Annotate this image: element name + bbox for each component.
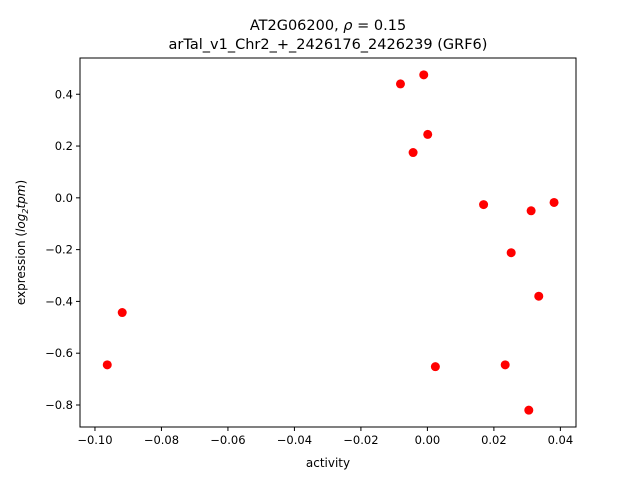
data-point [395, 79, 405, 89]
x-tick-label: −0.06 [210, 433, 245, 447]
y-tick-label: −0.2 [45, 243, 73, 257]
x-tick-label: −0.02 [343, 433, 378, 447]
y-tick-label: −0.6 [45, 346, 73, 360]
chart-title-line2: arTal_v1_Chr2_+_2426176_2426239 (GRF6) [169, 37, 488, 53]
x-axis-label: activity [306, 456, 350, 470]
x-axis: −0.10 −0.08 −0.06 −0.04 −0.02 0.00 0.02 0.04 [77, 427, 573, 447]
plot-area [102, 70, 559, 415]
data-point [479, 200, 489, 210]
data-point [117, 308, 127, 318]
y-axis-label: expression (log2tpm) [14, 180, 30, 305]
y-tick-label: 0.2 [55, 139, 73, 153]
x-tick-label: 0.02 [481, 433, 507, 447]
data-point [419, 70, 429, 80]
y-tick-label: 0.4 [55, 87, 73, 101]
data-point [500, 360, 510, 370]
y-tick-label: 0.0 [55, 191, 73, 205]
x-tick-label: 0.00 [415, 433, 441, 447]
chart-title-line1: AT2G06200, ρ = 0.15 [250, 18, 406, 34]
data-point [506, 248, 516, 258]
data-point [549, 197, 559, 207]
data-point [102, 360, 112, 370]
data-point [408, 148, 418, 158]
plot-frame [79, 57, 577, 428]
y-axis: 0.4 0.2 0.0 −0.2 −0.4 −0.6 −0.8 [45, 87, 80, 412]
y-tick-label: −0.4 [45, 294, 73, 308]
x-tick-label: 0.04 [548, 433, 574, 447]
data-point [430, 362, 440, 372]
data-point [534, 291, 544, 301]
y-tick-label: −0.8 [45, 398, 73, 412]
x-tick-label: −0.10 [77, 433, 112, 447]
x-tick-label: −0.04 [277, 433, 312, 447]
data-point [423, 129, 433, 139]
x-tick-label: −0.08 [144, 433, 179, 447]
data-point [526, 206, 536, 216]
data-point [524, 405, 534, 415]
